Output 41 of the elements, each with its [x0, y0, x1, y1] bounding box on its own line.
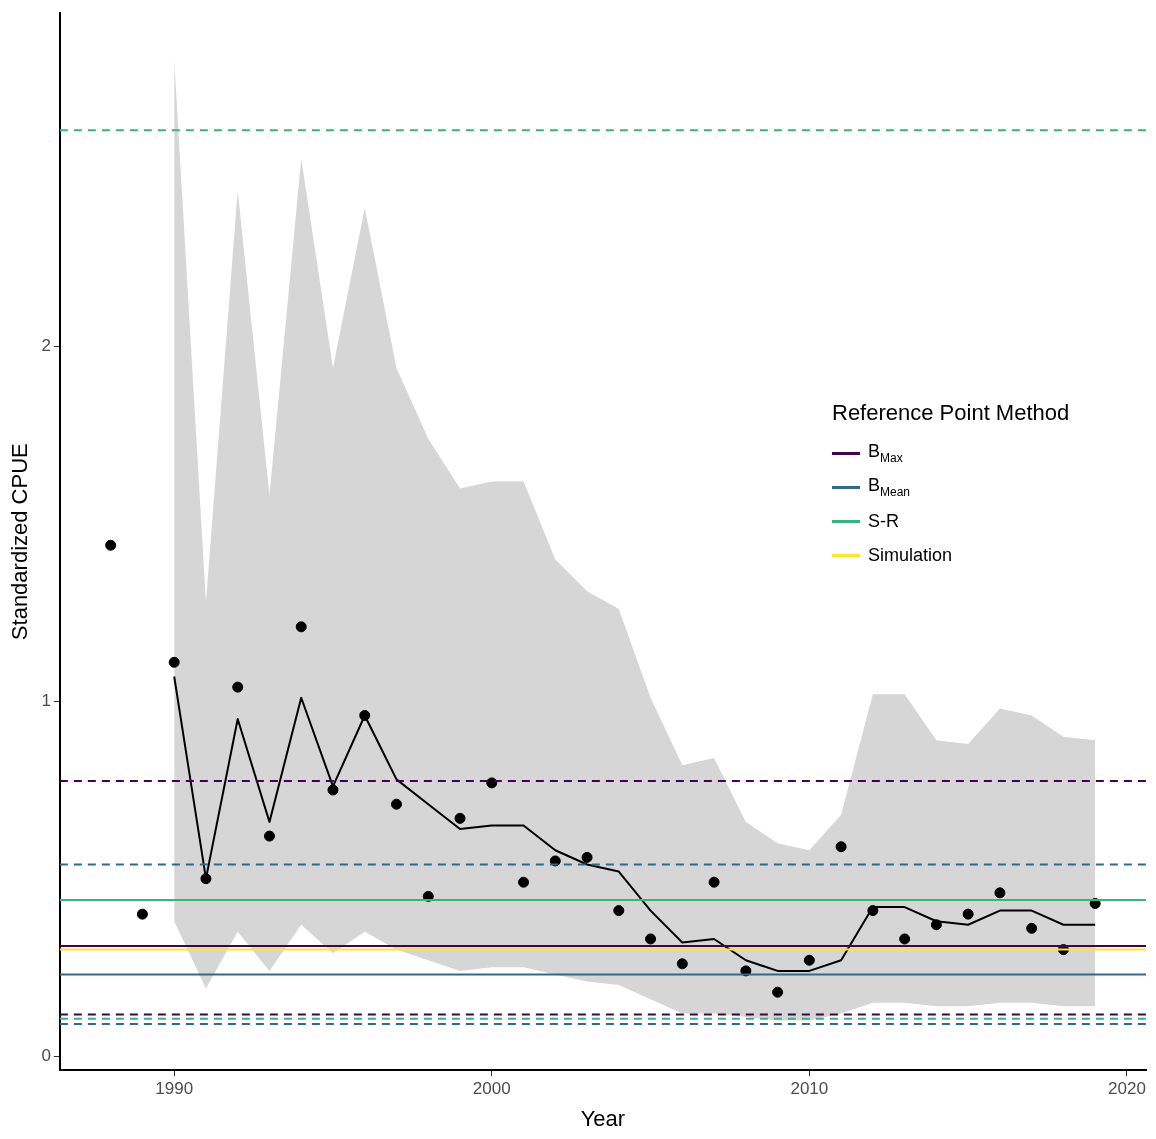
y-tick-label: 2 — [41, 336, 51, 356]
point — [1026, 922, 1038, 934]
point — [994, 887, 1006, 899]
point — [962, 908, 974, 920]
point — [295, 621, 307, 633]
point — [581, 851, 593, 863]
x-tick-label: 2010 — [790, 1079, 829, 1099]
point — [835, 841, 847, 853]
point — [867, 905, 879, 917]
y-tick-label: 1 — [41, 691, 51, 710]
point — [359, 710, 371, 721]
point — [232, 681, 244, 693]
point — [391, 798, 402, 810]
x-tick-label: 2000 — [472, 1079, 511, 1099]
legend-label: B$_{Mean}$ — [868, 475, 911, 499]
point — [676, 958, 688, 970]
point — [613, 905, 625, 917]
point — [486, 777, 498, 789]
point — [803, 954, 815, 966]
point — [454, 812, 466, 824]
point — [708, 876, 720, 888]
point — [105, 539, 117, 551]
x-axis-title: Year — [580, 1105, 626, 1131]
x-tick-label: 2020 — [1108, 1079, 1146, 1099]
y-axis-title: Standardized CPUE — [7, 443, 33, 641]
point — [645, 933, 657, 945]
point — [168, 656, 180, 668]
legend-title: Reference Point Method — [832, 400, 1070, 426]
point — [200, 873, 212, 885]
point — [518, 876, 530, 888]
x-tick-label: 1990 — [155, 1079, 194, 1099]
point — [899, 933, 911, 945]
legend-label: B$_{Max}$ — [868, 441, 903, 465]
point — [327, 784, 339, 796]
point — [263, 830, 275, 842]
y-tick-label: 0 — [41, 1045, 51, 1065]
legend-label: Simulation — [868, 544, 953, 566]
legend-label: S-R — [868, 510, 899, 532]
point — [772, 986, 784, 998]
point — [136, 908, 148, 920]
point — [930, 919, 942, 931]
